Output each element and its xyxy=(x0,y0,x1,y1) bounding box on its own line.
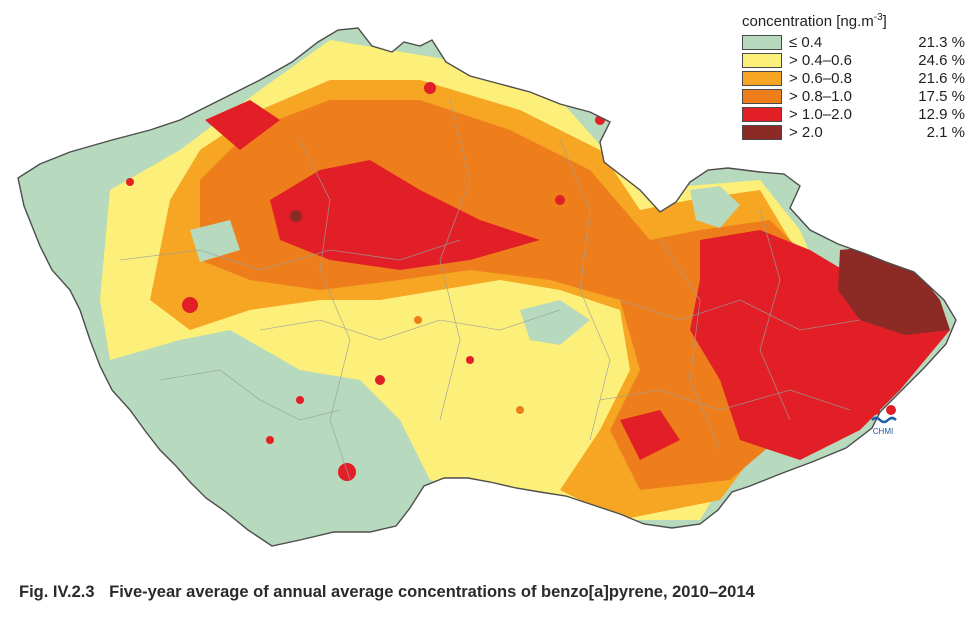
legend-class-percent: 17.5 % xyxy=(918,87,965,105)
legend-row: > 0.6–0.8 21.6 % xyxy=(742,69,972,87)
legend-row: > 1.0–2.0 12.9 % xyxy=(742,105,972,123)
legend-swatch xyxy=(742,88,782,104)
legend-row: > 0.8–1.0 17.5 % xyxy=(742,87,972,105)
figure-title: Five-year average of annual average conc… xyxy=(109,583,755,601)
legend-class-label: > 0.8–1.0 xyxy=(789,87,852,105)
legend-title: concentration [ng.m-3] xyxy=(742,12,887,30)
legend-class-percent: 24.6 % xyxy=(918,51,965,69)
legend-class-percent: 12.9 % xyxy=(918,105,965,123)
legend-row: ≤ 0.4 21.3 % xyxy=(742,33,972,51)
legend-class-percent: 2.1 % xyxy=(926,123,965,141)
legend-swatch xyxy=(742,124,782,140)
legend-class-label: > 0.4–0.6 xyxy=(789,51,852,69)
figure-number: Fig. IV.2.3 xyxy=(19,583,95,601)
legend-row: > 0.4–0.6 24.6 % xyxy=(742,51,972,69)
chmi-logo-text: CHMI xyxy=(873,427,893,436)
legend-row: > 2.0 2.1 % xyxy=(742,123,972,141)
legend-class-percent: 21.6 % xyxy=(918,69,965,87)
legend-class-label: > 2.0 xyxy=(789,123,823,141)
legend-class-label: > 1.0–2.0 xyxy=(789,105,852,123)
map-legend: concentration [ng.m-3] ≤ 0.4 21.3 % > 0.… xyxy=(742,8,972,141)
legend-swatch xyxy=(742,52,782,68)
figure-caption: Fig. IV.2.3 Five-year average of annual … xyxy=(19,583,755,602)
legend-class-percent: 21.3 % xyxy=(918,33,965,51)
chmi-logo-icon: CHMI xyxy=(870,405,897,436)
legend-class-label: ≤ 0.4 xyxy=(789,33,823,51)
legend-swatch xyxy=(742,34,782,50)
legend-swatch xyxy=(742,106,782,122)
chmi-logo: CHMI xyxy=(866,402,900,438)
legend-class-label: > 0.6–0.8 xyxy=(789,69,852,87)
benzo-a-pyrene-concentration-map xyxy=(17,27,957,547)
legend-swatch xyxy=(742,70,782,86)
